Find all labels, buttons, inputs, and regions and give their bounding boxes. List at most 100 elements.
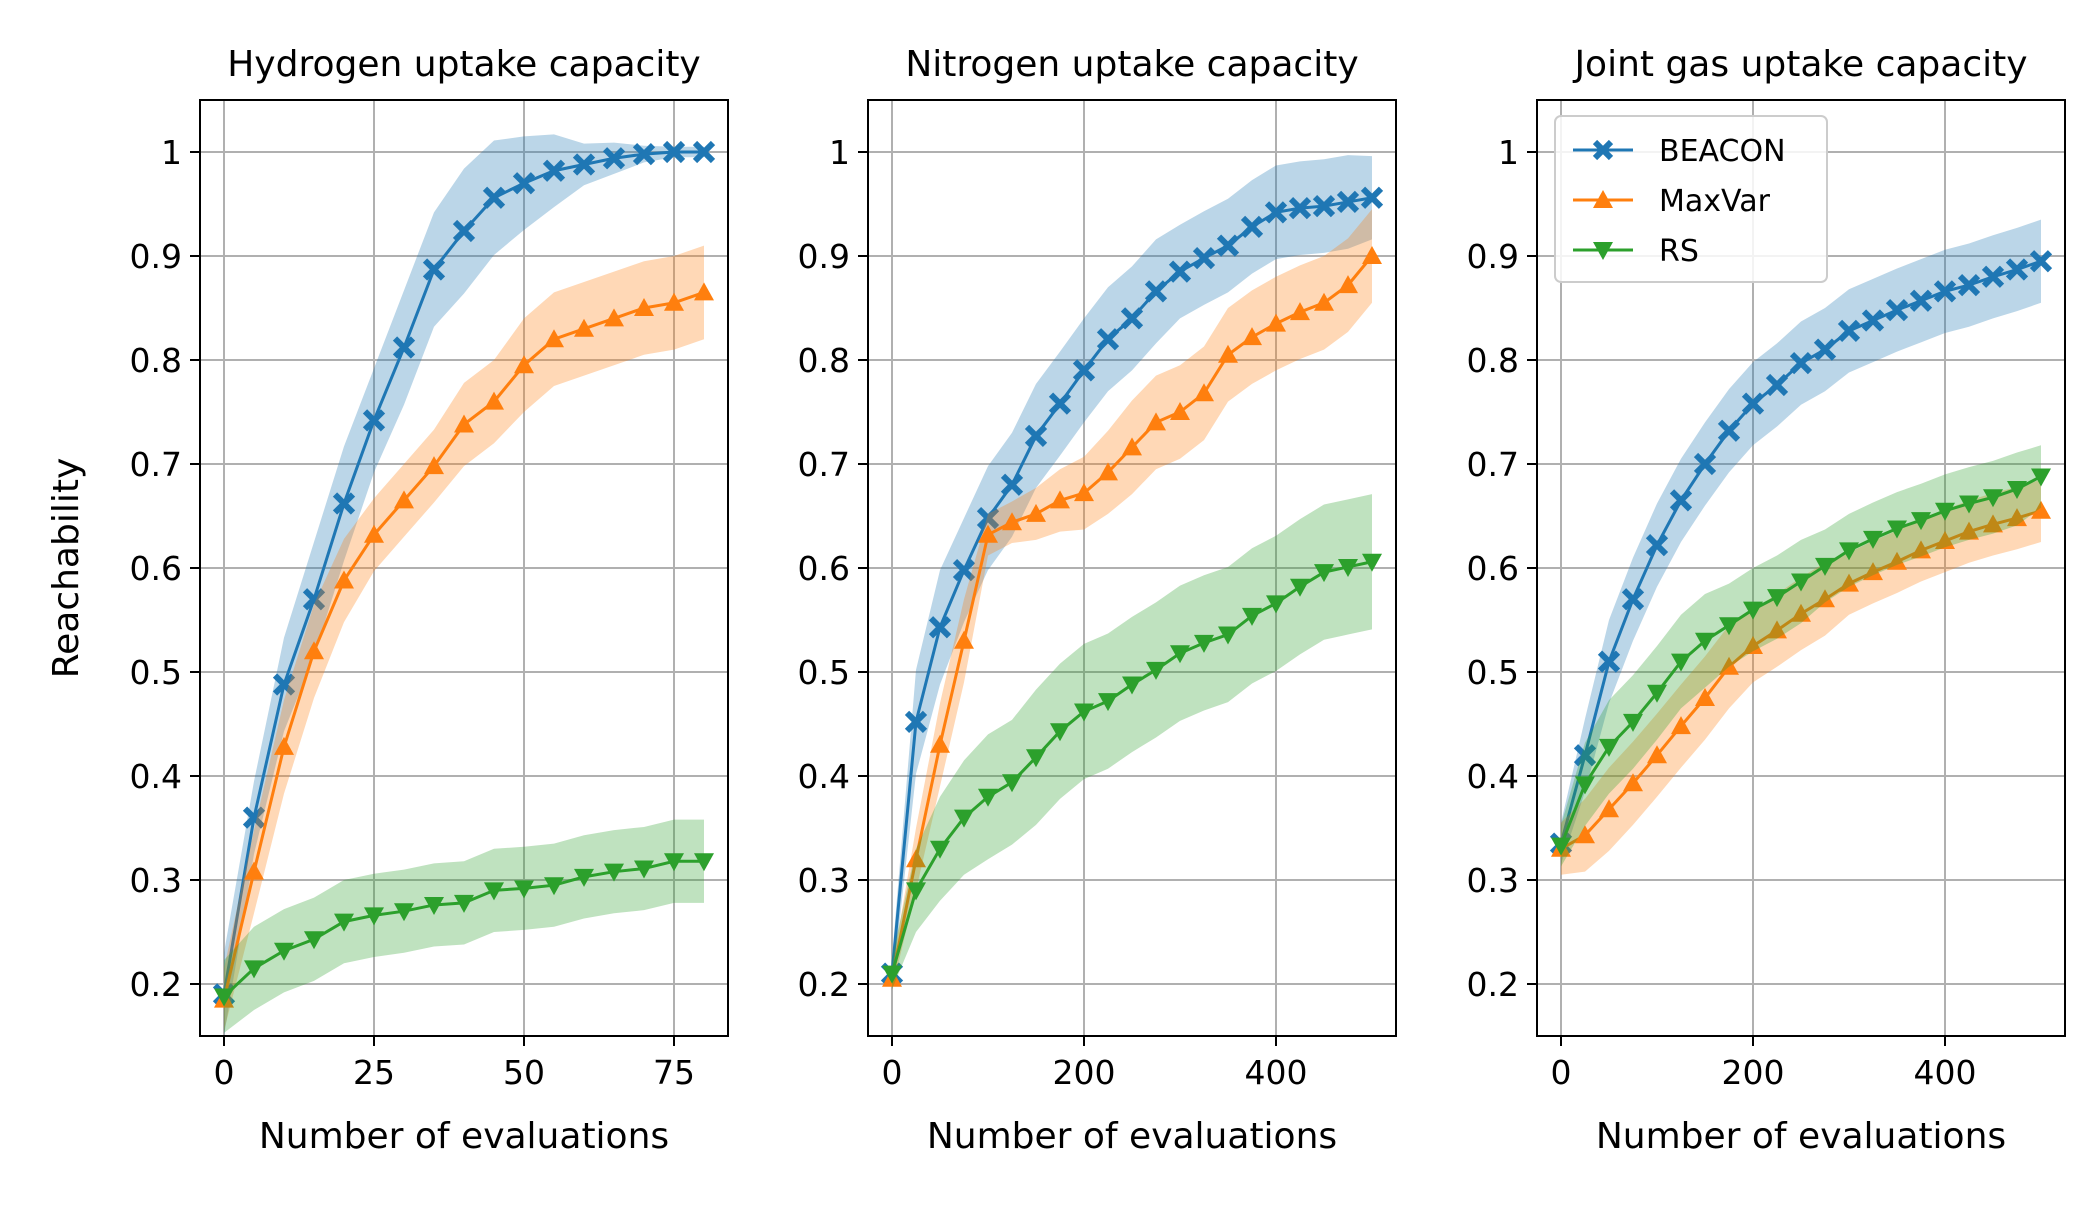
marker-stroke xyxy=(1693,452,1717,476)
y-tick-label: 1 xyxy=(1498,133,1519,172)
confidence-band xyxy=(224,819,704,1033)
series-maxvar xyxy=(882,209,1382,990)
marker-stroke xyxy=(1000,473,1024,496)
marker-stroke xyxy=(1909,289,1933,312)
panel-title: Hydrogen uptake capacity xyxy=(227,44,701,85)
data-point xyxy=(1837,319,1861,343)
data-point xyxy=(364,524,384,543)
marker-stroke xyxy=(632,142,656,166)
legend-label: RS xyxy=(1659,234,1699,269)
marker-stroke xyxy=(904,710,928,734)
data-point xyxy=(574,868,594,887)
data-point xyxy=(1959,495,1979,514)
series-beacon xyxy=(212,134,716,1036)
data-point xyxy=(1887,520,1907,539)
y-tick-label: 0.4 xyxy=(798,757,850,796)
data-point xyxy=(1288,197,1312,220)
marker-stroke xyxy=(1192,246,1216,270)
y-tick-label: 0.9 xyxy=(798,237,850,276)
data-point xyxy=(882,965,902,984)
marker-stroke xyxy=(1336,190,1360,214)
data-point xyxy=(1789,351,1813,375)
y-tick-label: 0.4 xyxy=(1467,757,1519,796)
data-point xyxy=(1695,632,1715,651)
marker-stroke xyxy=(928,616,952,639)
series-beacon xyxy=(880,155,1384,990)
data-point xyxy=(482,186,506,209)
data-point xyxy=(242,806,266,829)
data-point xyxy=(1360,186,1384,209)
marker-stroke xyxy=(1597,650,1621,673)
data-point xyxy=(634,860,654,879)
data-point xyxy=(1144,280,1168,303)
data-point xyxy=(422,258,446,281)
data-point xyxy=(1813,338,1837,361)
marker-stroke xyxy=(1837,319,1861,343)
data-point xyxy=(1863,562,1883,581)
data-point xyxy=(1815,589,1835,608)
y-tick-label: 0.2 xyxy=(130,965,182,1004)
data-point xyxy=(1122,437,1142,456)
marker-stroke xyxy=(1621,588,1645,611)
data-point xyxy=(2031,500,2051,519)
data-point xyxy=(602,147,626,170)
data-point xyxy=(1338,275,1358,294)
y-tick-label: 0.8 xyxy=(1467,341,1519,380)
legend-marker xyxy=(1593,242,1613,260)
data-point xyxy=(1933,280,1957,303)
data-point xyxy=(364,907,384,926)
marker-stroke xyxy=(1048,392,1072,415)
data-point xyxy=(2007,508,2027,527)
x-tick-label: 75 xyxy=(653,1053,695,1092)
marker-stroke xyxy=(976,506,1000,530)
data-point xyxy=(952,558,976,582)
data-point xyxy=(1935,530,1955,549)
data-point xyxy=(1959,521,1979,540)
data-point xyxy=(1983,489,2003,508)
series-rs xyxy=(214,819,714,1033)
marker-stroke xyxy=(302,588,326,611)
data-point xyxy=(1719,656,1739,675)
y-tick-label: 0.9 xyxy=(130,237,182,276)
y-tick-label: 0.6 xyxy=(130,549,182,588)
marker-stroke xyxy=(1861,309,1885,332)
y-axis-label: Reachability xyxy=(46,458,87,679)
marker-stroke xyxy=(602,147,626,170)
data-point xyxy=(1290,302,1310,321)
y-tick-label: 0.8 xyxy=(130,341,182,380)
data-point xyxy=(1647,684,1667,703)
x-tick-label: 400 xyxy=(1914,1053,1977,1092)
legend: BEACON MaxVar RS xyxy=(1554,115,1828,283)
data-point xyxy=(634,298,654,316)
legend-entry-rs: RS xyxy=(1573,234,1699,269)
data-point xyxy=(1290,578,1310,597)
data-point xyxy=(1338,558,1358,577)
marker-stroke xyxy=(392,336,416,359)
series-beacon xyxy=(1549,219,2053,865)
legend-entry-beacon: BEACON xyxy=(1573,134,1786,169)
data-point xyxy=(272,673,296,696)
data-point xyxy=(930,840,950,859)
data-point xyxy=(1647,745,1667,764)
data-point xyxy=(1312,194,1336,218)
marker-stroke xyxy=(1885,298,1909,322)
y-tick-label: 0.4 xyxy=(130,757,182,796)
data-point xyxy=(1911,512,1931,531)
data-point xyxy=(1362,246,1382,264)
data-point xyxy=(302,588,326,611)
data-point xyxy=(514,355,534,374)
data-point xyxy=(424,896,444,915)
x-tick-label: 0 xyxy=(882,1053,903,1092)
y-tick-label: 1 xyxy=(829,133,850,172)
data-point xyxy=(604,308,624,327)
data-point xyxy=(632,142,656,166)
data-point xyxy=(1362,553,1382,572)
data-point xyxy=(1194,634,1214,653)
data-point xyxy=(1695,688,1715,706)
data-point xyxy=(1861,309,1885,332)
data-point xyxy=(1671,653,1691,672)
data-point xyxy=(1645,533,1669,557)
marker-stroke xyxy=(1288,197,1312,220)
data-point xyxy=(1909,289,1933,312)
